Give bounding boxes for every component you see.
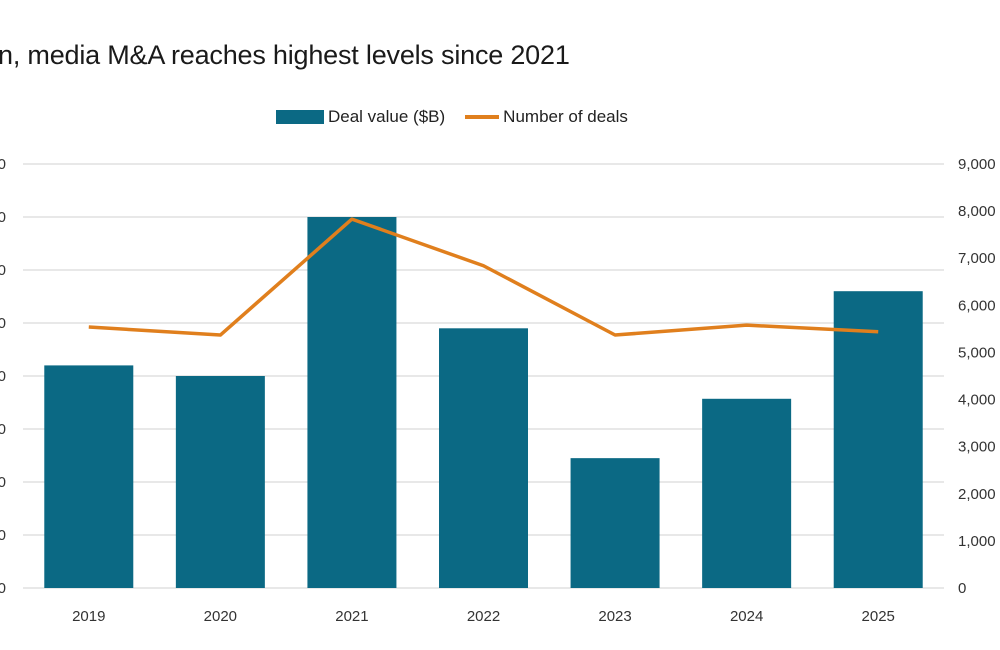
x-tick-label: 2021 [335, 608, 368, 625]
right-tick-label: 4,000 [958, 392, 996, 409]
left-tick-label: 0 [0, 209, 6, 226]
bar-2020 [175, 376, 265, 588]
right-tick-label: 8,000 [958, 203, 996, 220]
bar-2023 [570, 458, 660, 588]
bar-2019 [44, 365, 134, 588]
left-tick-label: 0 [0, 262, 6, 279]
bar-2021 [307, 217, 397, 588]
legend-label-number-of-deals: Number of deals [503, 107, 628, 126]
left-tick-label: 0 [0, 580, 6, 597]
x-tick-label: 2023 [598, 608, 631, 625]
left-tick-label: 0 [0, 368, 6, 385]
x-tick-label: 2024 [730, 608, 763, 625]
left-tick-label: 0 [0, 315, 6, 332]
legend-label-deal-value: Deal value ($B) [328, 107, 446, 126]
legend-swatch-number-of-deals [465, 115, 500, 119]
bar-2024 [702, 398, 792, 588]
x-tick-label: 2025 [862, 608, 895, 625]
x-tick-label: 2022 [467, 608, 500, 625]
left-tick-label: 0 [0, 156, 6, 173]
chart-title: n, media M&A reaches highest levels sinc… [0, 40, 570, 70]
line-number-of-deals [88, 217, 879, 337]
left-tick-label: 0 [0, 474, 6, 491]
legend: Deal value ($B) Number of deals [276, 107, 628, 127]
right-tick-label: 9,000 [958, 156, 996, 173]
right-tick-label: 2,000 [958, 486, 996, 503]
right-tick-label: 6,000 [958, 297, 996, 314]
left-tick-label: 0 [0, 527, 6, 544]
left-tick-label: 0 [0, 421, 6, 438]
legend-swatch-deal-value [276, 110, 324, 124]
x-tick-label: 2019 [72, 608, 105, 625]
bar-2022 [439, 328, 528, 588]
right-tick-label: 3,000 [958, 439, 996, 456]
right-tick-label: 1,000 [958, 533, 996, 550]
right-tick-label: 5,000 [958, 344, 996, 361]
right-tick-label: 7,000 [958, 250, 996, 267]
right-tick-label: 0 [958, 580, 966, 597]
x-tick-label: 2020 [204, 608, 237, 625]
bar-2025 [833, 291, 923, 588]
